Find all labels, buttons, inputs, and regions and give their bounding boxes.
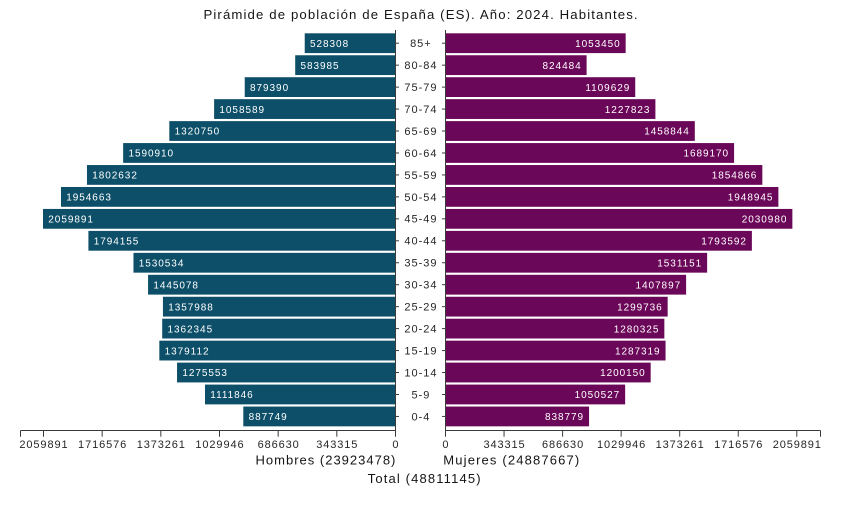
svg-text:1689170: 1689170 [683,149,729,160]
svg-text:1058589: 1058589 [219,105,265,116]
svg-text:10-14: 10-14 [404,367,437,379]
svg-text:85+: 85+ [410,38,432,50]
svg-text:1111846: 1111846 [210,390,253,401]
svg-text:1531151: 1531151 [657,258,702,269]
svg-text:1287319: 1287319 [615,346,661,357]
svg-text:1793592: 1793592 [701,236,747,247]
svg-text:1948945: 1948945 [728,193,774,204]
svg-text:1794155: 1794155 [94,236,140,247]
svg-text:50-54: 50-54 [404,192,437,204]
svg-text:40-44: 40-44 [404,236,437,248]
svg-text:686630: 686630 [258,439,300,451]
svg-text:1373261: 1373261 [137,439,186,451]
svg-text:2030980: 2030980 [742,215,788,226]
svg-text:1802632: 1802632 [92,171,138,182]
svg-text:Total (48811145): Total (48811145) [368,471,482,486]
svg-text:1445078: 1445078 [153,280,199,291]
svg-text:1530534: 1530534 [139,258,185,269]
svg-text:15-19: 15-19 [404,345,437,357]
svg-text:80-84: 80-84 [404,60,437,72]
svg-text:1299736: 1299736 [617,302,663,313]
svg-text:1373261: 1373261 [656,439,705,451]
svg-text:1029946: 1029946 [597,439,646,451]
svg-text:343315: 343315 [316,439,358,451]
svg-text:Hombres (23923478): Hombres (23923478) [256,453,397,468]
svg-text:1200150: 1200150 [600,368,646,379]
svg-text:1379112: 1379112 [165,346,210,357]
svg-text:1954663: 1954663 [66,193,112,204]
svg-text:1590910: 1590910 [128,149,174,160]
svg-text:1357988: 1357988 [168,302,214,313]
svg-text:5-9: 5-9 [411,389,430,401]
svg-text:0-4: 0-4 [411,411,430,423]
svg-text:Mujeres (24887667): Mujeres (24887667) [443,453,580,468]
svg-text:0: 0 [442,439,449,451]
svg-text:1362345: 1362345 [168,324,214,335]
svg-text:583985: 583985 [301,61,340,72]
svg-text:343315: 343315 [483,439,525,451]
svg-text:838779: 838779 [545,412,584,423]
svg-text:2059891: 2059891 [773,439,822,451]
svg-text:75-79: 75-79 [404,82,437,94]
svg-text:1458844: 1458844 [644,127,690,138]
svg-text:887749: 887749 [249,412,288,423]
svg-text:528308: 528308 [310,39,349,50]
svg-text:1050527: 1050527 [575,390,621,401]
svg-text:1407897: 1407897 [636,280,682,291]
svg-text:30-34: 30-34 [404,280,437,292]
svg-text:60-64: 60-64 [404,148,437,160]
svg-text:686630: 686630 [542,439,584,451]
svg-text:2059891: 2059891 [48,215,94,226]
svg-text:1716576: 1716576 [714,439,763,451]
svg-text:45-49: 45-49 [404,214,437,226]
svg-text:65-69: 65-69 [404,126,437,138]
svg-text:879390: 879390 [250,83,289,94]
svg-text:1053450: 1053450 [575,39,621,50]
svg-text:Pirámide de población de Españ: Pirámide de población de España (ES). Añ… [203,7,638,22]
svg-text:1854866: 1854866 [712,171,758,182]
svg-text:1227823: 1227823 [605,105,651,116]
svg-text:824484: 824484 [543,61,582,72]
svg-text:2059891: 2059891 [19,439,68,451]
svg-text:55-59: 55-59 [404,170,437,182]
svg-text:20-24: 20-24 [404,324,437,336]
svg-text:1716576: 1716576 [78,439,127,451]
svg-text:25-29: 25-29 [404,302,437,314]
svg-text:1280325: 1280325 [614,324,660,335]
svg-text:70-74: 70-74 [404,104,437,116]
svg-text:1275553: 1275553 [182,368,228,379]
svg-text:0: 0 [392,439,399,451]
svg-text:1029946: 1029946 [195,439,244,451]
svg-text:35-39: 35-39 [404,258,437,270]
svg-text:1109629: 1109629 [585,83,630,94]
svg-text:1320750: 1320750 [175,127,221,138]
